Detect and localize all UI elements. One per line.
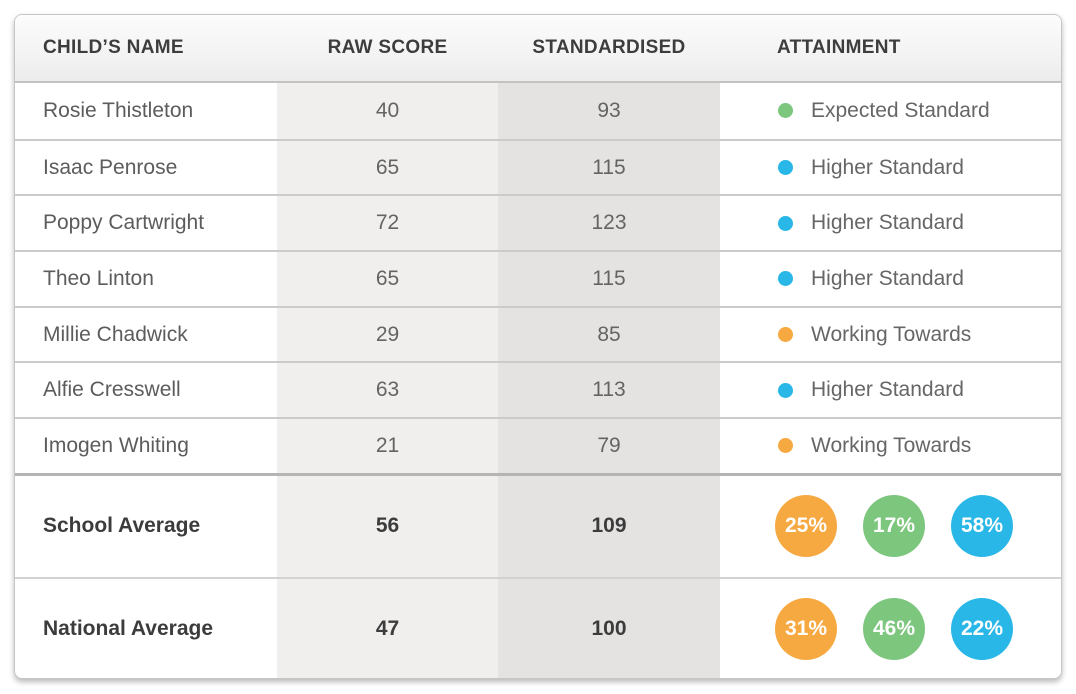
attainment-label: Higher Standard [811,266,964,290]
table-header-row: CHILD’S NAME RAW SCORE STANDARDISED ATTA… [15,15,1061,83]
attainment-label: Working Towards [811,433,972,457]
attainment-label: Expected Standard [811,98,990,122]
attainment-label: Higher Standard [811,378,964,402]
table-row: Imogen Whiting 21 79 Working Towards [15,417,1061,473]
standardised-cell: 113 [498,363,720,418]
attainment-cell: Higher Standard [720,140,1061,195]
school-average-row: School Average 56 109 25% 17% 58% [15,472,1061,577]
child-name-cell: Alfie Cresswell [43,378,181,402]
attainment-dot-icon [778,327,793,343]
standardised-cell: 115 [498,140,720,195]
working-towards-percent-badge: 25% [775,495,837,558]
raw-score-cell: 65 [277,140,498,195]
raw-score-cell: 63 [277,363,498,418]
header-childs-name: CHILD’S NAME [43,37,184,58]
child-name-cell: Rosie Thistleton [43,98,194,122]
working-towards-percent-badge: 31% [775,597,837,660]
child-name-cell: Millie Chadwick [43,322,188,346]
attainment-dot-icon [778,103,793,119]
raw-score-cell: 47 [277,578,498,678]
attainment-dot-icon [778,382,793,398]
national-average-row: National Average 47 100 31% 46% 22% [15,576,1061,678]
table-row: Poppy Cartwright 72 123 Higher Standard [15,194,1061,251]
attainment-percentages: 25% 17% 58% [720,475,1061,577]
standardised-cell: 85 [498,307,720,362]
attainment-dot-icon [778,160,793,176]
attainment-label: Higher Standard [811,155,964,179]
expected-standard-percent-badge: 17% [863,495,925,558]
higher-standard-percent-badge: 22% [951,597,1013,660]
raw-score-cell: 40 [277,83,498,139]
attainment-cell: Working Towards [720,419,1061,473]
standardised-cell: 100 [498,578,720,678]
table-row: Isaac Penrose 65 115 Higher Standard [15,138,1061,195]
table-row: Millie Chadwick 29 85 Working Towards [15,305,1061,362]
raw-score-cell: 72 [277,196,498,251]
attainment-label: Working Towards [811,322,972,346]
child-name-cell: Imogen Whiting [43,433,189,457]
attainment-cell: Higher Standard [720,363,1061,418]
standardised-cell: 123 [498,196,720,251]
table-row: Theo Linton 65 115 Higher Standard [15,250,1061,306]
raw-score-cell: 65 [277,252,498,306]
attainment-dot-icon [778,438,793,454]
higher-standard-percent-badge: 58% [951,495,1013,558]
header-standardised: STANDARDISED [532,37,686,58]
child-name-cell: Theo Linton [43,266,154,290]
attainment-cell: Higher Standard [720,196,1061,251]
child-name-cell: Isaac Penrose [43,155,178,179]
header-attainment: ATTAINMENT [777,37,901,58]
standardised-cell: 93 [498,83,720,139]
attainment-cell: Working Towards [720,307,1061,362]
standardised-cell: 79 [498,419,720,473]
raw-score-cell: 56 [277,475,498,577]
attainment-cell: Higher Standard [720,252,1061,306]
attainment-results-table: CHILD’S NAME RAW SCORE STANDARDISED ATTA… [14,14,1062,679]
child-name-cell: Poppy Cartwright [43,211,205,235]
standardised-cell: 109 [498,475,720,577]
raw-score-cell: 21 [277,419,498,473]
expected-standard-percent-badge: 46% [863,597,925,660]
attainment-cell: Expected Standard [720,83,1061,139]
attainment-label: Higher Standard [811,211,964,235]
table-row: Alfie Cresswell 63 113 Higher Standard [15,361,1061,418]
attainment-dot-icon [778,215,793,231]
attainment-percentages: 31% 46% 22% [720,578,1061,678]
header-raw-score: RAW SCORE [327,37,448,58]
attainment-dot-icon [778,271,793,287]
standardised-cell: 115 [498,252,720,306]
table-row: Rosie Thistleton 40 93 Expected Standard [15,83,1061,139]
average-label: National Average [43,616,213,640]
raw-score-cell: 29 [277,307,498,362]
average-label: School Average [43,514,201,538]
